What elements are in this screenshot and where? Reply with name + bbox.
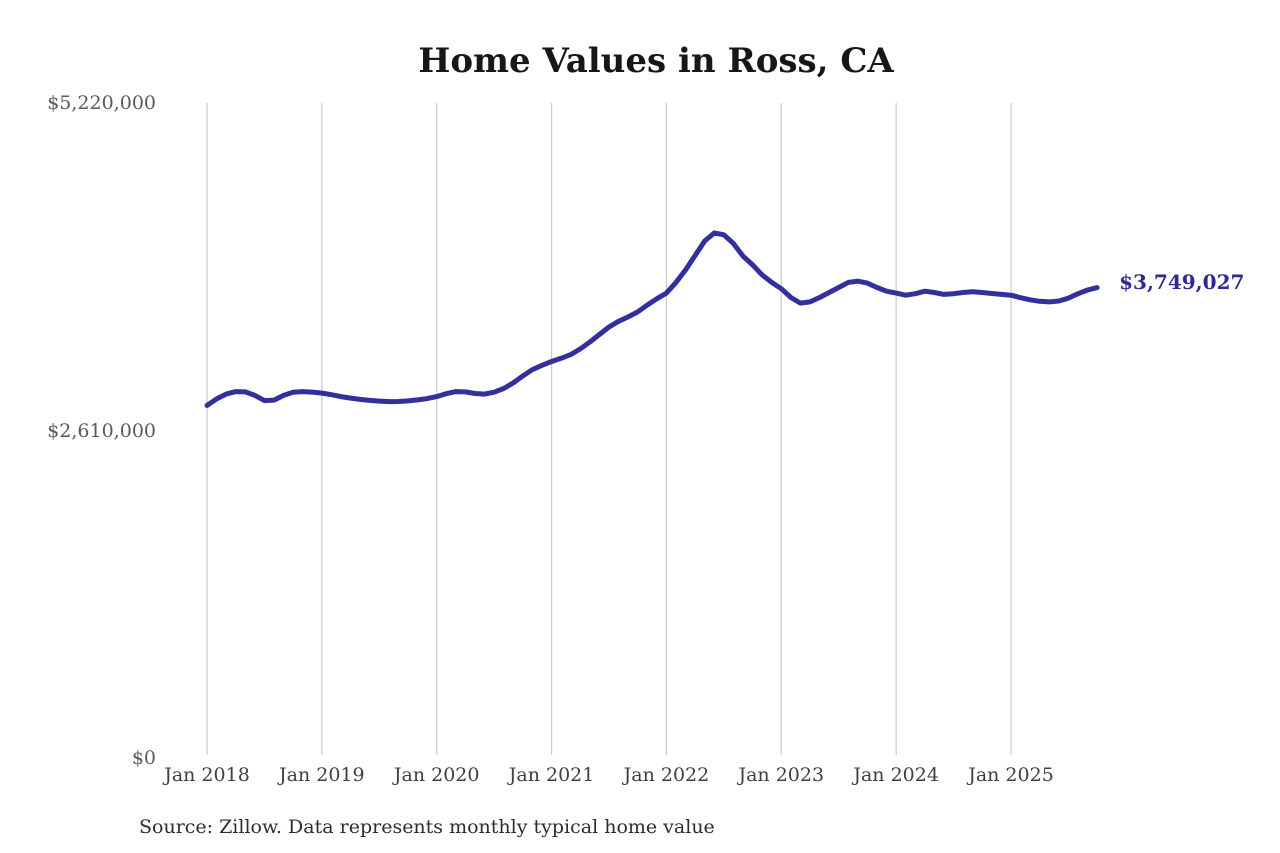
- x-tick-jan-2023: Jan 2023: [738, 764, 825, 786]
- chart-title: Home Values in Ross, CA: [418, 41, 894, 81]
- year-gridlines: [206, 103, 1012, 755]
- y-tick-5220000: $5,220,000: [47, 92, 156, 114]
- x-tick-jan-2021: Jan 2021: [508, 764, 595, 786]
- y-tick-2610000: $2,610,000: [47, 419, 156, 442]
- x-tick-jan-2024: Jan 2024: [853, 764, 939, 786]
- y-tick-0: $0: [131, 747, 156, 769]
- latest-value-label: $3,749,027: [1119, 269, 1245, 294]
- x-tick-jan-2020: Jan 2020: [393, 764, 480, 786]
- x-tick-jan-2022: Jan 2022: [623, 764, 710, 786]
- home-value-line: [204, 230, 1100, 408]
- x-tick-jan-2018: Jan 2018: [164, 764, 250, 786]
- x-tick-jan-2025: Jan 2025: [968, 764, 1054, 786]
- x-tick-jan-2019: Jan 2019: [279, 764, 365, 786]
- source-note: Source: Zillow. Data represents monthly …: [139, 816, 715, 838]
